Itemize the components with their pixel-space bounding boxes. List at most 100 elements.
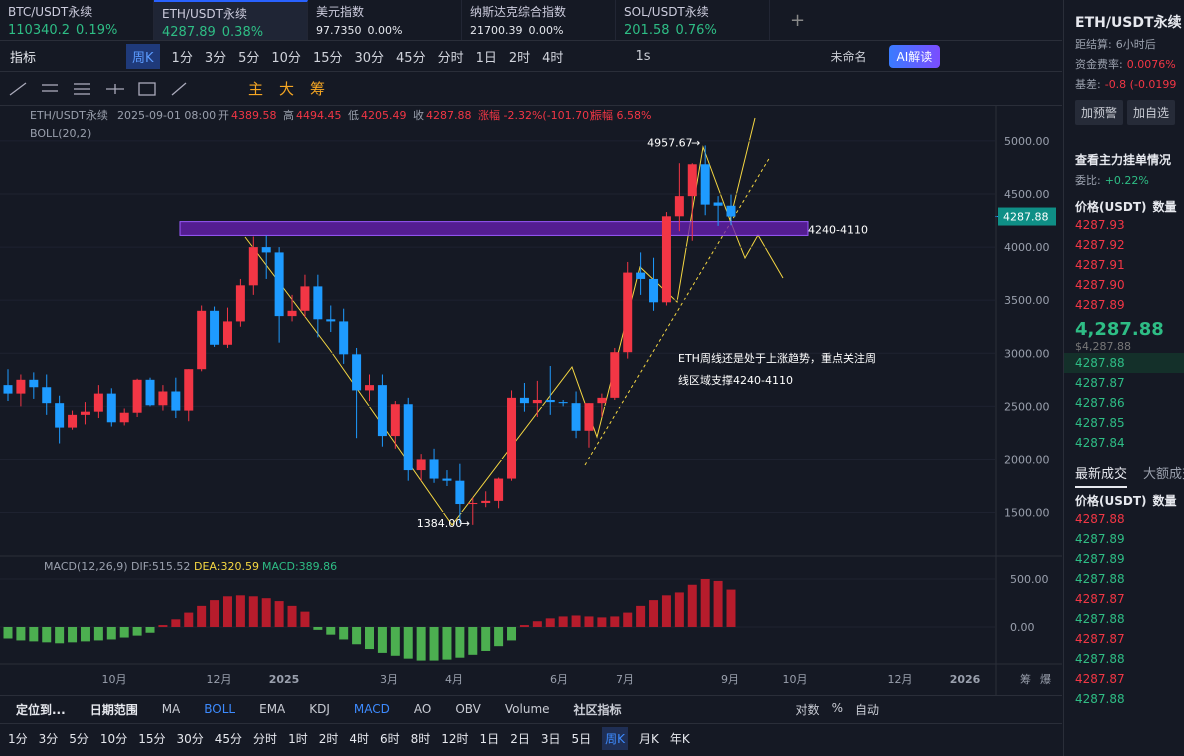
side-row: 4287.89 xyxy=(1064,549,1184,569)
candle-body xyxy=(713,202,723,206)
side-row: 4287.87 xyxy=(1064,669,1184,689)
interval[interactable]: 4时 xyxy=(349,732,369,746)
interval[interactable]: 30分 xyxy=(176,732,204,746)
interval[interactable]: 4时 xyxy=(542,50,564,66)
macd-bar xyxy=(519,625,529,627)
interval[interactable]: 10分 xyxy=(99,732,128,746)
trades-tab[interactable]: 最新成交 xyxy=(1075,467,1128,488)
macd-bar xyxy=(210,600,220,627)
option[interactable]: 自动 xyxy=(854,702,879,717)
period-button[interactable]: 周K xyxy=(126,43,160,69)
interval[interactable]: 1日 xyxy=(479,732,500,746)
interval[interactable]: 1分 xyxy=(8,732,28,746)
indicator-button[interactable]: 指标 xyxy=(10,50,37,66)
indicator[interactable]: OBV xyxy=(455,702,481,716)
depth-link[interactable]: 查看主力挂单情况 xyxy=(1075,153,1172,167)
interval[interactable]: 年K xyxy=(669,732,690,746)
interval[interactable]: 2时 xyxy=(508,50,531,66)
macd-bar xyxy=(132,626,142,636)
tool[interactable]: 主 xyxy=(248,80,264,98)
indicator[interactable]: KDJ xyxy=(309,702,330,716)
big-tab[interactable]: 大额成交 xyxy=(1143,467,1184,482)
interval[interactable]: 1时 xyxy=(288,732,308,746)
macd-bar xyxy=(494,626,504,647)
indicator[interactable]: Volume xyxy=(504,702,550,716)
tab[interactable]: BTC/USDT永续 110340.2 0.19% xyxy=(0,0,154,40)
layout-name[interactable]: 未命名 xyxy=(830,49,867,64)
interval[interactable]: 15分 xyxy=(312,50,343,66)
fav-button[interactable]: 加自选 xyxy=(1127,100,1176,125)
interval[interactable]: 3分 xyxy=(38,732,59,746)
locate[interactable]: 定位到... xyxy=(16,702,66,717)
macd-bar xyxy=(3,626,13,639)
macd-bar xyxy=(145,626,155,633)
macd-bar xyxy=(300,611,310,627)
option[interactable]: 对数 xyxy=(795,702,820,717)
interval[interactable]: 周K xyxy=(602,727,628,750)
candle-body xyxy=(197,310,207,370)
indicator[interactable]: MA xyxy=(161,702,181,716)
interval[interactable]: 2日 xyxy=(510,732,530,746)
y-tick-label: 4500.00 xyxy=(1004,188,1050,201)
date-range[interactable]: 日期范围 xyxy=(89,702,138,717)
interval[interactable]: 3分 xyxy=(204,50,227,66)
candle-body xyxy=(545,399,555,403)
interval[interactable]: 10分 xyxy=(271,50,301,66)
label: 基差: xyxy=(1075,78,1101,91)
macd-bar xyxy=(365,626,374,650)
interval[interactable]: 5日 xyxy=(571,732,592,746)
ai-button[interactable]: AI解读 xyxy=(888,44,941,68)
candle-body xyxy=(300,286,310,311)
indicator[interactable]: MACD xyxy=(353,702,390,716)
side-row: 4287.88 xyxy=(1064,689,1184,709)
tool[interactable]: 筹 xyxy=(310,80,326,98)
interval[interactable]: 30分 xyxy=(354,50,385,66)
candle-body xyxy=(119,412,129,423)
interval[interactable]: 15分 xyxy=(138,732,166,746)
bid-price: 4287.86 xyxy=(1075,396,1125,410)
interval[interactable]: 45分 xyxy=(396,50,426,66)
seconds[interactable]: 1s xyxy=(635,48,651,64)
info-amplitude: 振幅 6.58% xyxy=(591,108,651,122)
trade-price: 4287.88 xyxy=(1075,612,1125,626)
interval[interactable]: 月K xyxy=(638,732,659,746)
interval[interactable]: 5分 xyxy=(238,50,260,66)
interval[interactable]: 12时 xyxy=(441,732,469,746)
side-row: 价格(USDT) 数量 xyxy=(1064,492,1184,509)
tab-price: 97.7350 xyxy=(316,24,362,37)
macd-bar xyxy=(274,601,284,627)
tool[interactable]: 大 xyxy=(279,80,295,98)
add-tab[interactable]: + xyxy=(790,9,806,31)
macd-bar xyxy=(106,626,116,640)
interval[interactable]: 1日 xyxy=(475,50,497,66)
interval[interactable]: 分时 xyxy=(253,732,278,746)
macd-bar xyxy=(558,616,568,627)
interval[interactable]: 2时 xyxy=(318,732,339,746)
interval[interactable]: 8时 xyxy=(410,732,431,746)
interval[interactable]: 3日 xyxy=(540,732,561,746)
macd-bar xyxy=(455,626,465,658)
tab[interactable]: 纳斯达克综合指数 21700.39 0.00% xyxy=(462,0,616,40)
indicator[interactable]: EMA xyxy=(259,702,286,716)
macd-bar xyxy=(287,605,297,627)
alert-button[interactable]: 加预警 xyxy=(1075,100,1124,125)
ask-price: 4287.89 xyxy=(1075,298,1125,312)
community[interactable]: 社区指标 xyxy=(573,702,622,717)
interval[interactable]: 6时 xyxy=(379,732,400,746)
side-row: 4287.87 xyxy=(1064,373,1184,393)
option[interactable]: % xyxy=(831,700,843,715)
info-label: 收 xyxy=(413,108,424,122)
indicator[interactable]: BOLL xyxy=(204,702,236,716)
side-row: ETH/USDT永续 xyxy=(1064,12,1184,32)
tab-title-row: ETH/USDT永续 xyxy=(162,5,299,22)
interval[interactable]: 5分 xyxy=(69,732,89,746)
tab[interactable]: 美元指数 97.7350 0.00% xyxy=(308,0,462,40)
interval[interactable]: 分时 xyxy=(437,50,464,66)
indicator[interactable]: AO xyxy=(413,702,432,716)
tab[interactable]: ETH/USDT永续 4287.89 0.38% xyxy=(154,0,308,40)
macd-bar xyxy=(429,626,439,661)
interval[interactable]: 45分 xyxy=(214,732,243,746)
tab[interactable]: SOL/USDT永续 201.58 0.76% xyxy=(616,0,770,40)
interval[interactable]: 1分 xyxy=(171,50,193,66)
tab-change: 0.00% xyxy=(528,24,564,37)
